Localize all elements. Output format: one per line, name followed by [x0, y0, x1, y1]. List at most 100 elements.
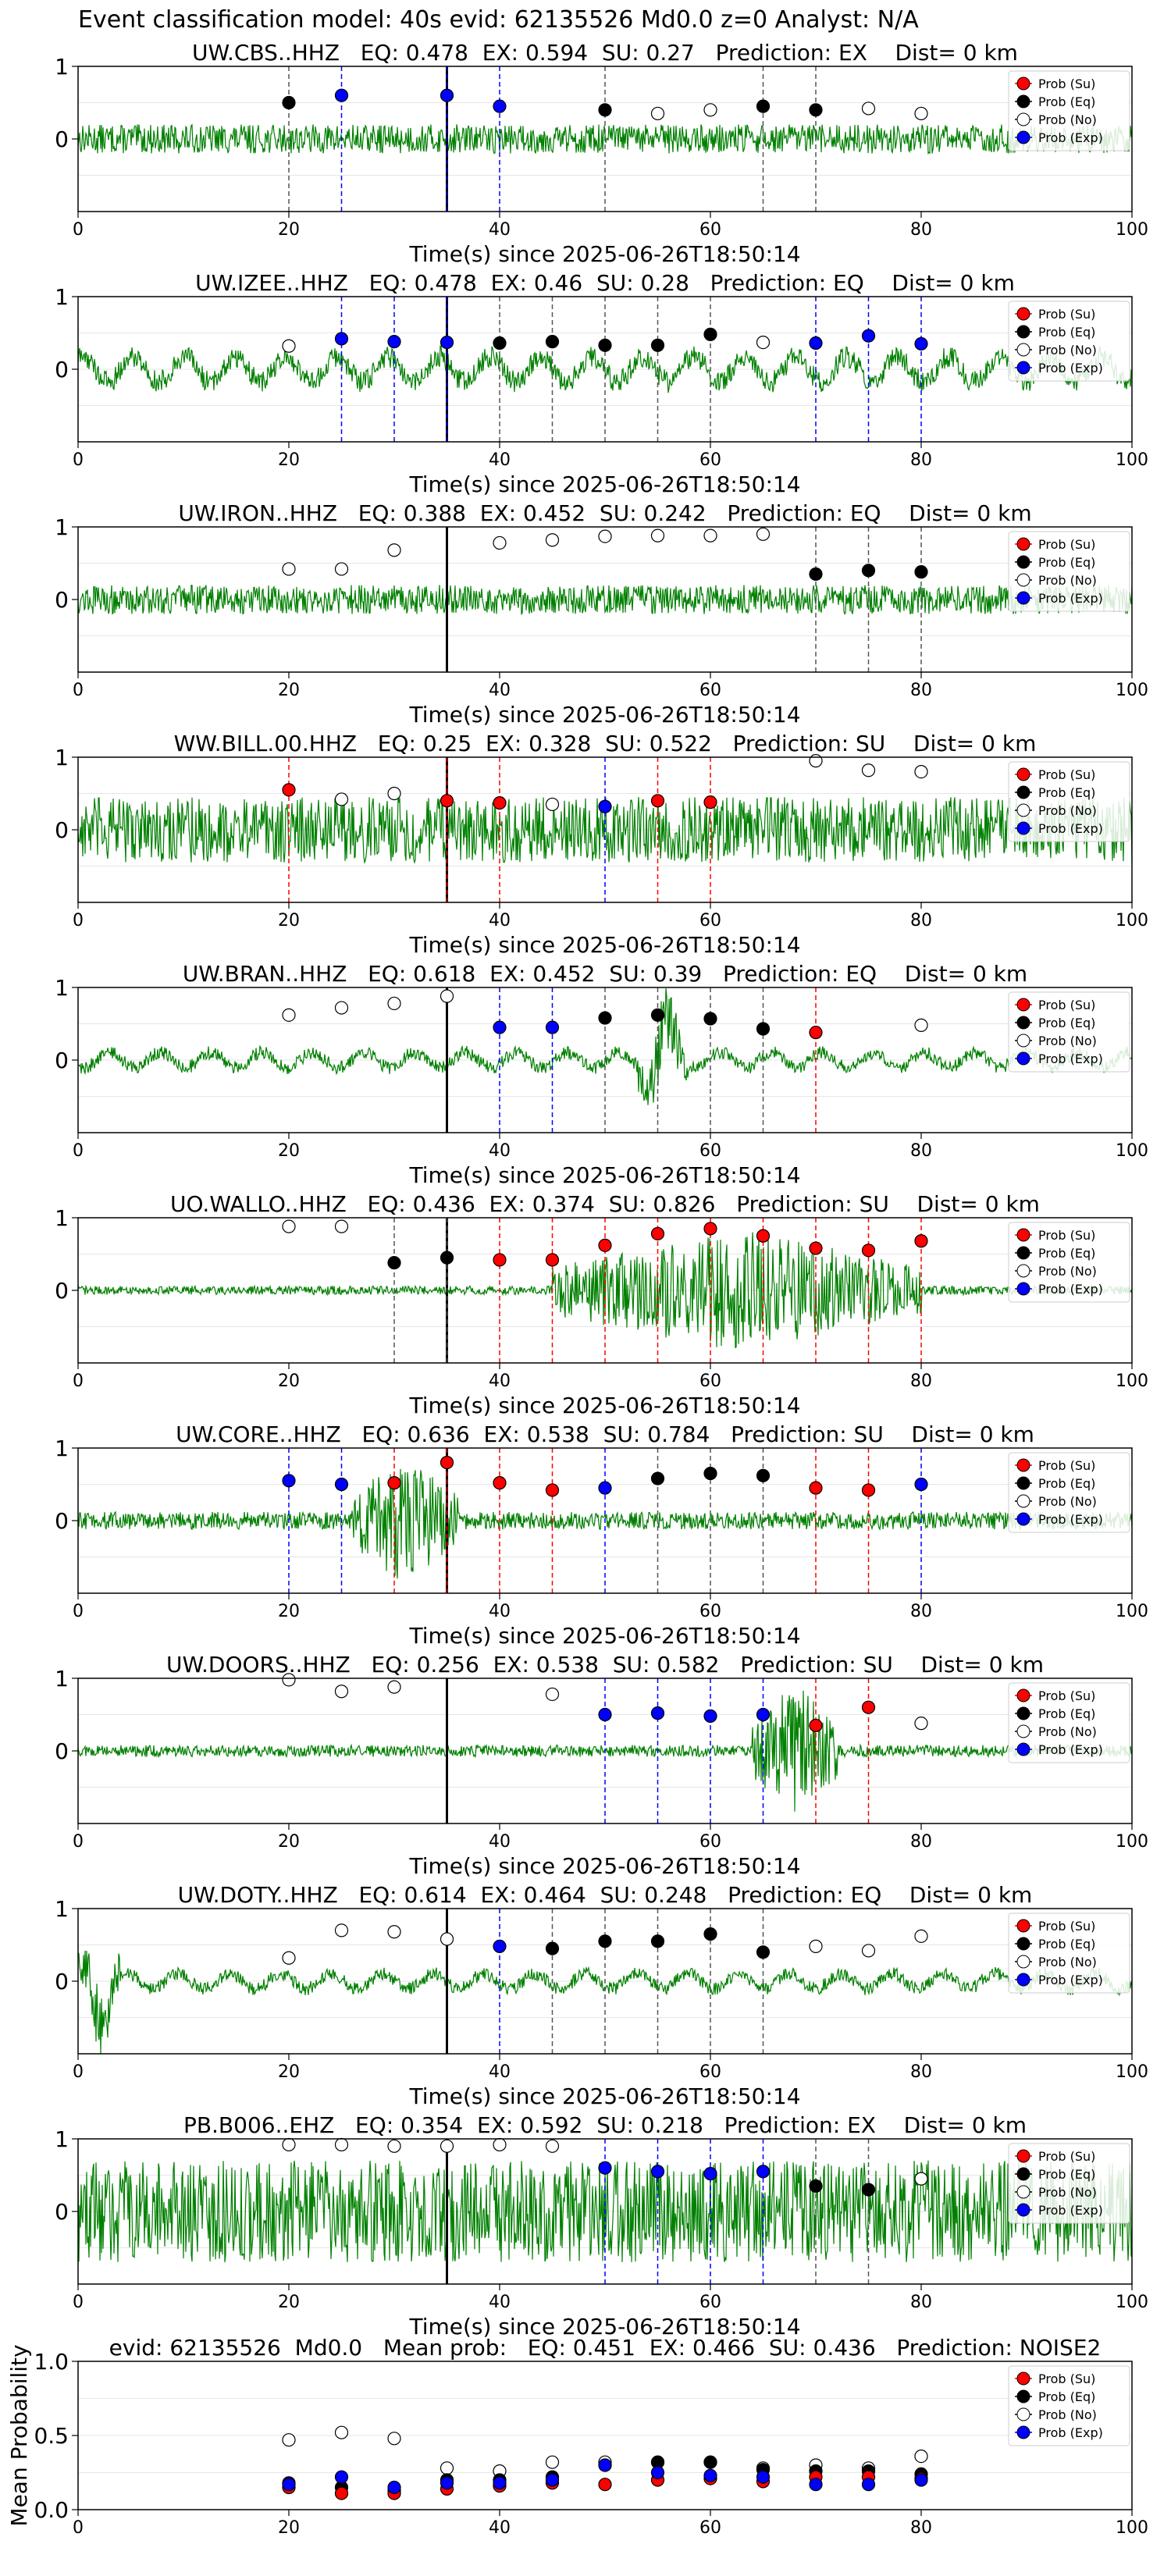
prob-point-exp: [282, 1474, 296, 1488]
legend-label-no: Prob (No): [1038, 573, 1097, 588]
x-tick-label: 20: [278, 2293, 300, 2312]
y-tick-label: 0: [55, 2199, 69, 2225]
legend-marker-su: [1016, 2149, 1030, 2163]
prob-point-eq: [861, 564, 876, 578]
x-tick-label: 0: [73, 220, 84, 240]
x-tick-label: 80: [910, 2518, 932, 2538]
prob-point-eq: [809, 2179, 823, 2194]
x-tick-label: 60: [699, 2518, 721, 2538]
x-axis-label: Time(s) since 2025-06-26T18:50:14: [408, 702, 800, 728]
legend-marker-su: [1016, 998, 1030, 1012]
x-tick-label: 80: [910, 1602, 932, 1621]
mean-prob-point-exp: [282, 2478, 296, 2492]
legend-label-no: Prob (No): [1038, 343, 1097, 358]
y-tick-label: 0.5: [34, 2423, 69, 2449]
prob-point-no: [387, 543, 401, 557]
prob-point-exp: [756, 1707, 771, 1722]
prob-point-no: [914, 2172, 928, 2186]
x-tick-label: 60: [699, 681, 721, 700]
x-tick-label: 100: [1116, 2062, 1148, 2082]
prob-point-su: [282, 783, 296, 797]
x-axis-label: Time(s) since 2025-06-26T18:50:14: [408, 1623, 800, 1649]
prob-point-eq: [703, 1466, 717, 1481]
chart-title-4: WW.BILL.00.HHZ EQ: 0.25 EX: 0.328 SU: 0.…: [174, 731, 1037, 756]
legend-marker-eq: [1016, 1476, 1030, 1490]
prob-point-no: [282, 1673, 296, 1687]
waveform-trace: [77, 585, 1133, 616]
prob-point-su: [493, 795, 507, 810]
legend-label-su: Prob (Su): [1038, 76, 1095, 91]
x-tick-label: 40: [489, 1372, 511, 1391]
mean-prob-point-exp: [809, 2478, 823, 2492]
mean-prob-point-exp: [440, 2476, 454, 2490]
x-axis-label: Time(s) since 2025-06-26T18:50:14: [408, 932, 800, 958]
prob-point-su: [493, 1476, 507, 1490]
x-tick-label: 100: [1116, 1372, 1148, 1391]
x-tick-label: 40: [489, 1141, 511, 1161]
x-tick-label: 80: [910, 450, 932, 470]
prob-point-su: [493, 1253, 507, 1267]
x-tick-label: 20: [278, 220, 300, 240]
legend-box: [1008, 1452, 1130, 1533]
prob-point-no: [914, 1018, 928, 1032]
x-tick-label: 60: [699, 1141, 721, 1161]
prob-point-su: [861, 1700, 876, 1714]
prob-point-eq: [703, 1012, 717, 1026]
figure-suptitle: Event classification model: 40s evid: 62…: [78, 6, 919, 34]
mean-prob-point-su: [334, 2486, 349, 2500]
prob-point-exp: [493, 1939, 507, 1953]
x-tick-label: 40: [489, 1832, 511, 1852]
prob-point-eq: [440, 1251, 454, 1265]
prob-point-su: [650, 794, 665, 808]
legend-label-su: Prob (Su): [1038, 2149, 1095, 2164]
legend-label-exp: Prob (Exp): [1038, 1973, 1103, 1987]
prob-point-eq: [756, 1468, 771, 1482]
prob-point-eq: [703, 327, 717, 341]
legend-marker-exp: [1016, 1051, 1030, 1066]
legend-box: [1008, 1912, 1130, 1994]
legend-marker-exp: [1016, 1512, 1030, 1526]
legend-label-no: Prob (No): [1038, 1034, 1097, 1048]
prob-point-su: [809, 1718, 823, 1733]
x-tick-label: 80: [910, 2062, 932, 2082]
legend-marker-exp: [1016, 130, 1030, 144]
prob-point-eq: [650, 338, 665, 352]
prob-point-eq: [650, 1934, 665, 1948]
legend-marker-eq: [1016, 785, 1030, 799]
mean-prob-point-exp: [703, 2468, 717, 2482]
mean-prob-point-exp: [493, 2476, 507, 2490]
x-axis-label: Time(s) since 2025-06-26T18:50:14: [408, 241, 800, 267]
prob-point-exp: [598, 2161, 612, 2175]
waveform-trace: [77, 123, 1133, 155]
x-tick-label: 40: [489, 681, 511, 700]
prob-point-su: [545, 1253, 560, 1267]
legend-marker-eq: [1016, 325, 1030, 339]
legend-label-no: Prob (No): [1038, 1264, 1097, 1279]
y-tick-label: 1: [55, 1436, 69, 1461]
legend-label-eq: Prob (Eq): [1038, 94, 1095, 109]
legend-label-eq: Prob (Eq): [1038, 555, 1095, 570]
legend-marker-eq: [1016, 1246, 1030, 1260]
prob-point-exp: [493, 1020, 507, 1034]
mean-prob-point-exp: [650, 2465, 665, 2480]
legend-marker-su: [1016, 2371, 1030, 2386]
legend-label-eq: Prob (Eq): [1038, 1016, 1095, 1030]
mean-prob-point-exp: [756, 2470, 771, 2484]
legend-label-no: Prob (No): [1038, 1494, 1097, 1509]
prob-point-eq: [545, 1941, 560, 1955]
legend-marker-su: [1016, 1688, 1030, 1703]
legend-marker-eq: [1016, 94, 1030, 109]
x-tick-label: 80: [910, 1832, 932, 1852]
legend-label-su: Prob (Su): [1038, 767, 1095, 782]
y-tick-label: 0.0: [34, 2497, 69, 2523]
x-tick-label: 60: [699, 1602, 721, 1621]
x-tick-label: 20: [278, 1372, 300, 1391]
prob-point-exp: [914, 1477, 928, 1492]
prob-point-exp: [703, 1709, 717, 1723]
legend-marker-su: [1016, 537, 1030, 551]
prob-point-no: [282, 1951, 296, 1965]
x-tick-label: 60: [699, 1372, 721, 1391]
prob-point-no: [334, 2137, 349, 2152]
prob-point-eq: [756, 1945, 771, 1959]
prob-point-su: [861, 1244, 876, 1258]
